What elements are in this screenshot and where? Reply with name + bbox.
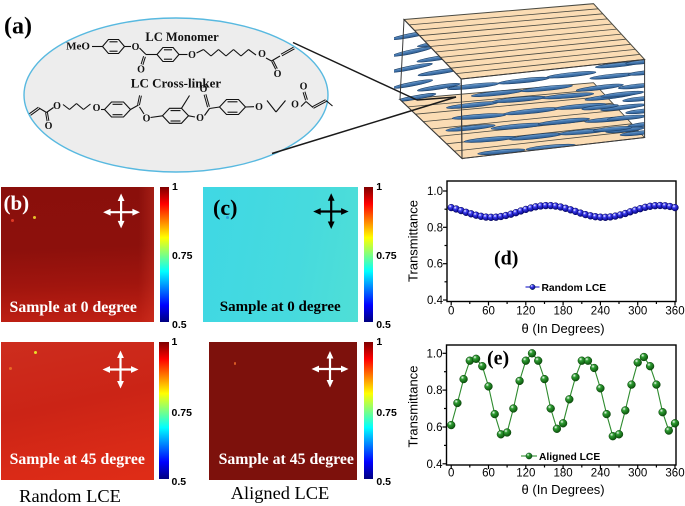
svg-text:0: 0	[448, 306, 454, 318]
svg-text:0.6: 0.6	[427, 259, 443, 271]
svg-text:θ (In Degrees): θ (In Degrees)	[522, 482, 605, 497]
svg-text:240: 240	[591, 306, 610, 318]
svg-text:120: 120	[516, 306, 535, 318]
svg-text:O: O	[300, 82, 308, 93]
svg-text:180: 180	[554, 306, 573, 318]
svg-text:300: 300	[628, 468, 647, 480]
svg-text:(d): (d)	[494, 248, 518, 270]
svg-text:0.6: 0.6	[427, 422, 443, 434]
svg-text:0.4: 0.4	[427, 459, 444, 471]
svg-text:LC Cross-linker: LC Cross-linker	[131, 76, 222, 91]
svg-text:120: 120	[516, 468, 535, 480]
svg-text:Transmittance: Transmittance	[406, 200, 421, 282]
svg-text:O: O	[258, 49, 266, 60]
svg-text:Aligned LCE: Aligned LCE	[539, 452, 600, 463]
svg-text:360: 360	[665, 306, 684, 318]
svg-text:LC Monomer: LC Monomer	[145, 30, 219, 44]
svg-text:O: O	[93, 103, 101, 114]
svg-text:O: O	[45, 121, 53, 132]
svg-text:O: O	[255, 102, 263, 113]
svg-text:360: 360	[665, 468, 684, 480]
svg-text:1.0: 1.0	[427, 186, 443, 198]
svg-text:60: 60	[482, 306, 495, 318]
svg-text:60: 60	[482, 468, 495, 480]
svg-text:0.4: 0.4	[427, 295, 444, 307]
svg-text:(a): (a)	[4, 14, 32, 40]
svg-text:O: O	[143, 114, 151, 125]
svg-text:O: O	[200, 84, 208, 95]
svg-text:Transmittance: Transmittance	[406, 366, 421, 448]
svg-text:300: 300	[628, 306, 647, 318]
svg-text:O: O	[188, 50, 196, 61]
svg-text:0: 0	[448, 468, 454, 480]
svg-text:1.0: 1.0	[427, 348, 443, 360]
svg-text:240: 240	[591, 468, 610, 480]
svg-text:MeO: MeO	[66, 41, 90, 53]
svg-text:180: 180	[554, 468, 573, 480]
svg-text:O: O	[291, 100, 299, 111]
svg-text:Random LCE: Random LCE	[542, 283, 607, 294]
svg-text:O: O	[196, 113, 204, 124]
svg-text:O: O	[132, 42, 140, 53]
svg-text:(e): (e)	[487, 348, 509, 370]
svg-text:O: O	[274, 69, 282, 80]
svg-text:O: O	[137, 65, 145, 76]
svg-text:θ (In Degrees): θ (In Degrees)	[522, 321, 605, 336]
svg-text:0.8: 0.8	[427, 222, 443, 234]
svg-text:0.8: 0.8	[427, 385, 443, 397]
svg-text:O: O	[53, 101, 61, 112]
